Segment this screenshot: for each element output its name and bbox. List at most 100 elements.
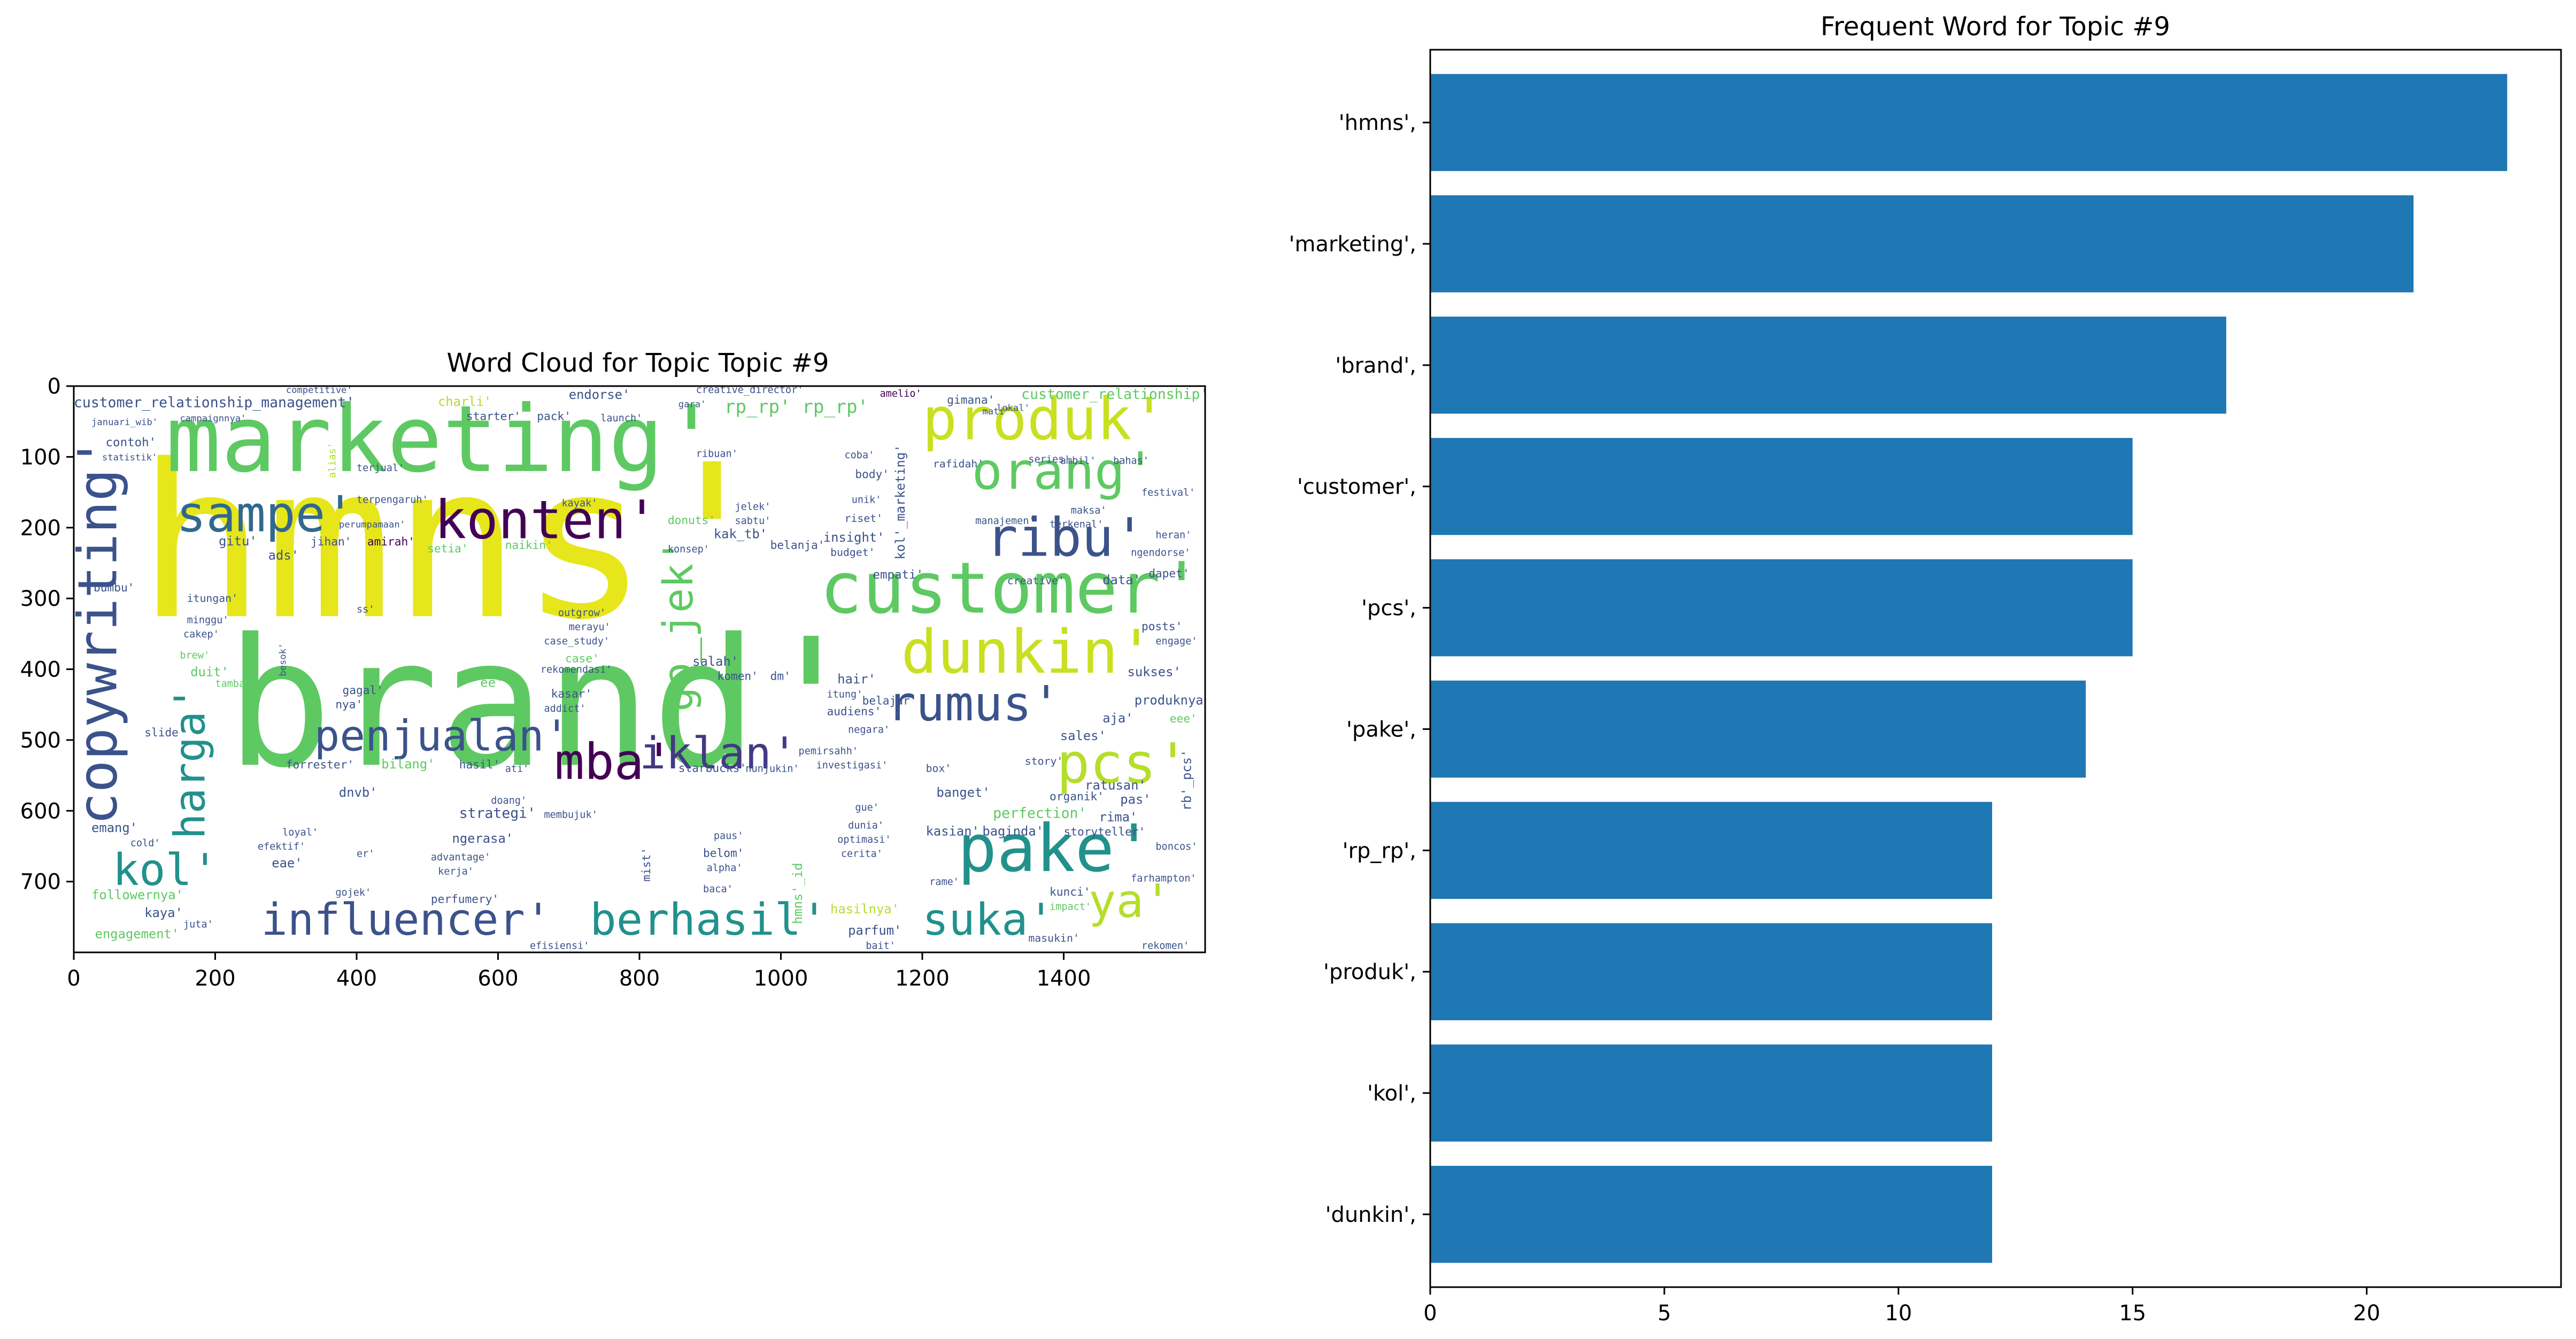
wordcloud-word: dunkin' — [901, 617, 1154, 687]
wordcloud-word: kunci' — [1050, 885, 1090, 898]
x-tick-label: 0 — [67, 966, 80, 991]
wordcloud-word: bilang' — [381, 757, 435, 772]
wordcloud-word: hasil' — [459, 758, 500, 771]
wordcloud-word: tambahan' — [215, 679, 269, 690]
wordcloud-word: pack' — [537, 410, 571, 423]
wordcloud-word: aja' — [1102, 711, 1133, 726]
wordcloud-word: brew' — [180, 650, 210, 661]
category-label: 'hmns', — [1339, 111, 1416, 135]
wordcloud-words: hmns'brand' marketing' produk'orang' custom… — [74, 385, 1205, 951]
wordcloud-word: baginda' — [982, 824, 1044, 839]
bar — [1430, 802, 1992, 899]
wordcloud-word: story' — [1025, 755, 1063, 767]
wordcloud-word: rafidah' — [933, 458, 984, 470]
wordcloud-word: impact' — [1050, 902, 1091, 913]
wordcloud-word: body' — [855, 467, 889, 481]
wordcloud-word: slide' — [144, 726, 185, 739]
wordcloud-word: rumus' — [887, 676, 1061, 732]
barchart-frame — [1429, 49, 2562, 1288]
wordcloud-word: empati' — [873, 568, 923, 582]
wordcloud-word: minggu' — [187, 614, 229, 626]
wordcloud-word: optimasi' — [837, 834, 891, 845]
y-tick-label: 300 — [20, 587, 61, 611]
wordcloud-word: gue' — [855, 802, 879, 813]
wordcloud-word: insight' — [823, 530, 885, 545]
wordcloud-word: posts' — [1142, 620, 1182, 633]
y-tick-label: 400 — [20, 658, 61, 682]
category-label: 'dunkin', — [1325, 1203, 1416, 1227]
wordcloud-word: competitive' — [286, 385, 352, 396]
wordcloud-word: donuts' — [668, 513, 715, 527]
wordcloud-title: Word Cloud for Topic Topic #9 — [447, 348, 829, 378]
wordcloud-word: marketing' — [166, 386, 719, 493]
wordcloud-word: perfection' — [993, 805, 1086, 821]
wordcloud-word: merayu' — [569, 622, 611, 633]
y-tick-label: 100 — [20, 445, 61, 470]
bar — [1430, 195, 2414, 293]
x-tick-label: 200 — [195, 966, 235, 991]
x-tick-label: 10 — [1885, 1301, 1912, 1326]
y-tick-label: 600 — [20, 799, 61, 824]
wordcloud-word: belajar' — [862, 694, 917, 707]
y-tick-label: 0 — [48, 374, 61, 399]
wordcloud-word: dapet' — [1148, 566, 1189, 580]
wordcloud-word: parfum' — [848, 923, 901, 938]
wordcloud-word: ati' — [505, 763, 529, 774]
wordcloud-panel: Word Cloud for Topic Topic #9 hmns'brand… — [20, 348, 1206, 991]
x-tick-label: 15 — [2119, 1301, 2146, 1326]
wordcloud-word: er' — [357, 848, 374, 859]
wordcloud-word: coba' — [845, 450, 875, 461]
wordcloud-word: addict' — [544, 703, 585, 714]
wordcloud-word: kasian' — [926, 824, 980, 839]
wordcloud-word: data' — [1102, 573, 1141, 588]
wordcloud-word: followernya' — [91, 888, 183, 903]
wordcloud-word: forrester' — [286, 758, 354, 771]
wordcloud-word: farhampton' — [1131, 873, 1197, 884]
category-label: 'brand', — [1335, 353, 1416, 378]
wordcloud-word: pemirsahh' — [799, 745, 858, 757]
wordcloud-word: produk' — [922, 385, 1167, 453]
wordcloud-word: kayak' — [562, 498, 598, 509]
wordcloud-word: rima' — [1099, 810, 1138, 825]
wordcloud-word: kaya' — [144, 905, 183, 920]
wordcloud-word: case_study' — [544, 636, 610, 647]
wordcloud-word: naikin' — [505, 538, 553, 551]
wordcloud-word: sukses' — [1128, 665, 1181, 680]
wordcloud-word: influencer' — [261, 895, 551, 945]
wordcloud-word: sales' — [1060, 728, 1106, 743]
wordcloud-word: cakep' — [183, 629, 219, 640]
wordcloud-word: penjualan' — [314, 711, 570, 761]
wordcloud-word: paus' — [714, 830, 744, 842]
barchart-panel: Frequent Word for Topic #9 'hmns', 'marke… — [1289, 12, 2562, 1326]
wordcloud-word: bumbu' — [94, 581, 134, 594]
wordcloud-word: maksa' — [1071, 505, 1107, 516]
wordcloud-word: rekomendasi' — [541, 664, 612, 675]
wordcloud-word: rp_rp' — [802, 396, 868, 418]
wordcloud-word: nya' — [335, 697, 363, 711]
wordcloud-word: iklan' — [639, 728, 798, 779]
wordcloud-word: konten' — [434, 490, 658, 551]
wordcloud-word: itung' — [827, 689, 862, 700]
wordcloud-word: belanja' — [770, 538, 825, 551]
wordcloud-word: efisiensi' — [530, 940, 589, 951]
x-tick-label: 600 — [477, 966, 518, 991]
wordcloud-word: charli' — [438, 394, 491, 409]
wordcloud-word: creative' — [1007, 575, 1065, 587]
wordcloud-word: festival' — [1142, 487, 1195, 498]
wordcloud-word: launch' — [600, 413, 642, 424]
barchart-x-axis: 0 5 10 15 20 — [1423, 1287, 2380, 1326]
wordcloud-word: pake' — [958, 811, 1153, 887]
wordcloud-word: pas' — [1120, 792, 1151, 807]
wordcloud-word: engage' — [1155, 636, 1197, 647]
wordcloud-word: investigasi' — [816, 760, 888, 771]
wordcloud-word: gagal' — [343, 683, 383, 697]
wordcloud-word: emang' — [91, 820, 137, 835]
barchart-bars — [1430, 74, 2508, 1263]
wordcloud-word: masukin' — [1028, 932, 1079, 944]
wordcloud-word: boncos' — [1155, 841, 1197, 852]
wordcloud-word: negara' — [848, 725, 890, 736]
wordcloud-word: dunia' — [848, 820, 884, 831]
wordcloud-word: bait' — [866, 940, 896, 951]
wordcloud-word: eae' — [272, 856, 302, 871]
wordcloud-word: konsep' — [668, 544, 709, 555]
